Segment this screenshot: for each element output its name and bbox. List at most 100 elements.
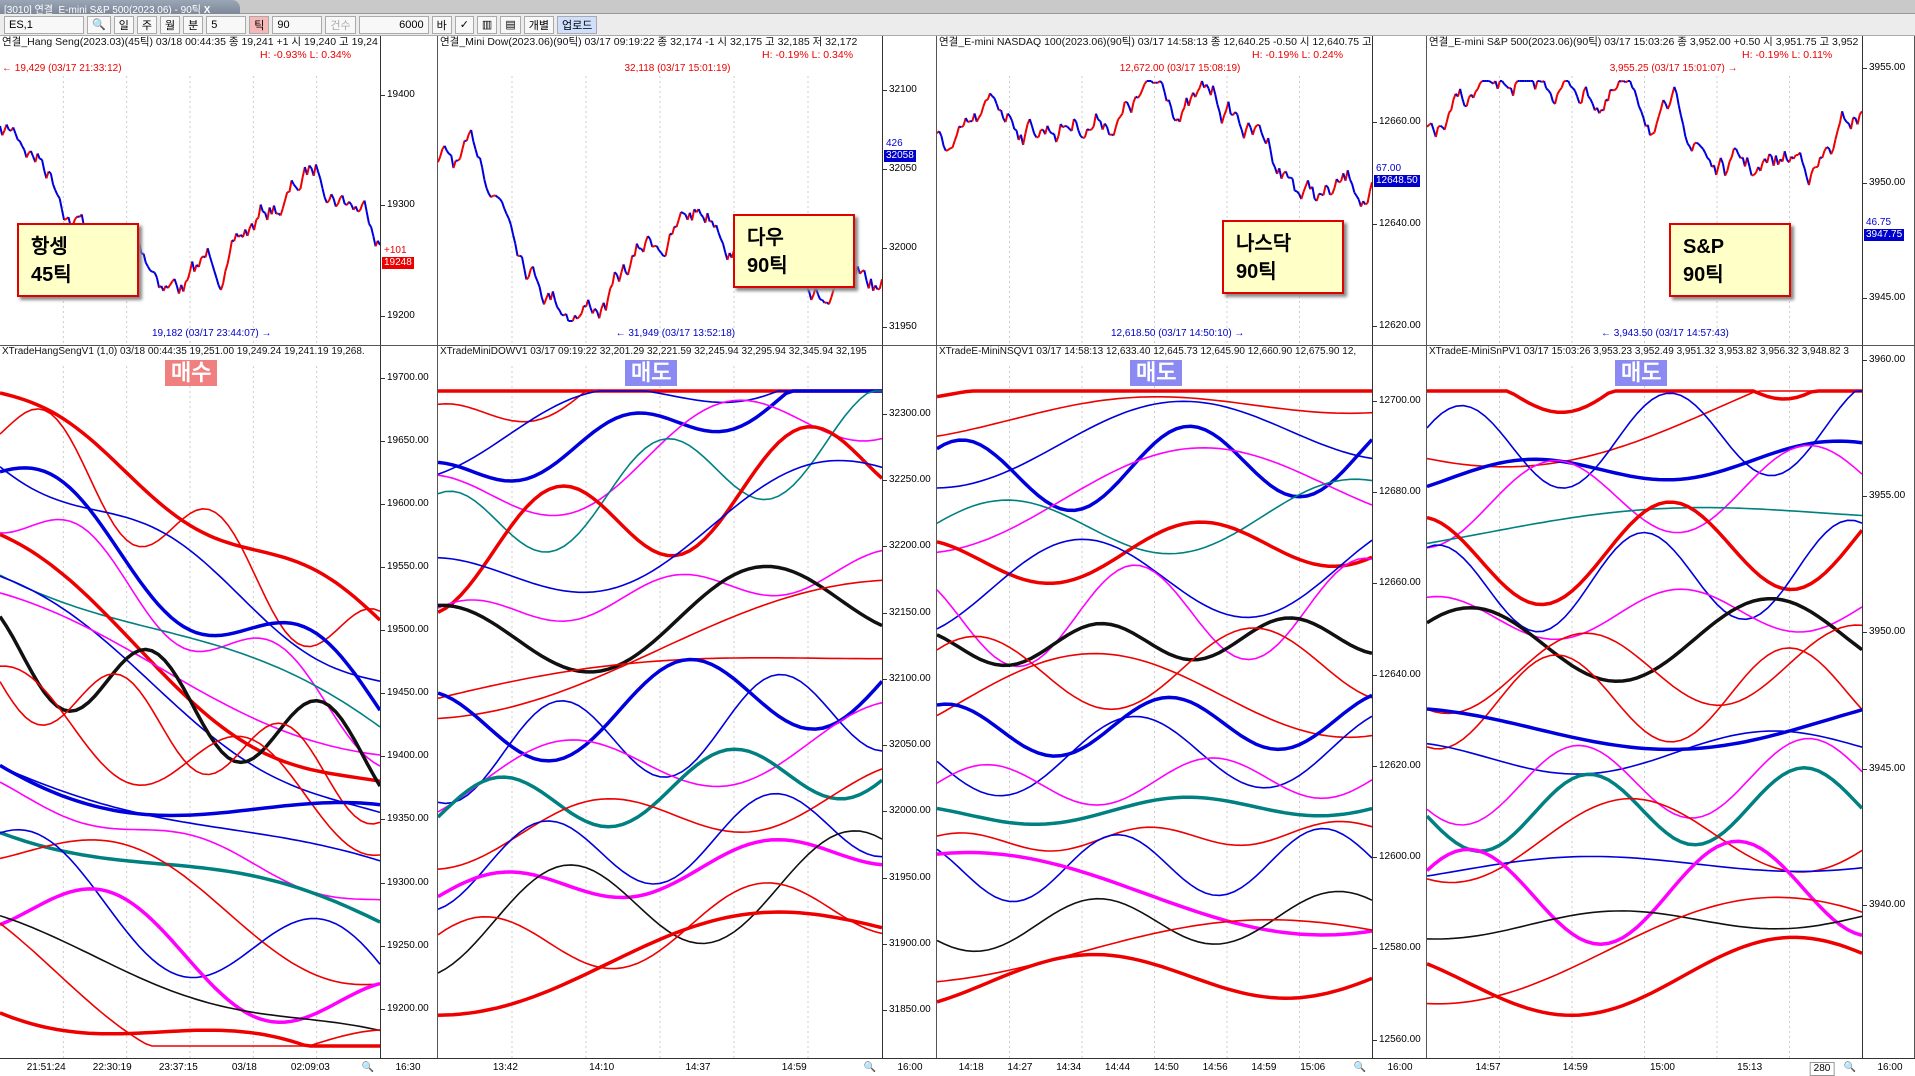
price-segment — [1559, 88, 1561, 91]
tick-select[interactable]: 90 — [272, 16, 322, 34]
bar-chart-icon[interactable]: ▥ — [477, 16, 497, 34]
price-segment — [285, 192, 287, 200]
price-segment — [557, 307, 559, 310]
indicator-header: XTradeHangSengV1 (1,0) 03/18 00:44:35 19… — [2, 346, 365, 358]
price-segment — [1677, 93, 1679, 105]
indicator-chart-panel[interactable]: XTradeHangSengV1 (1,0) 03/18 00:44:35 19… — [0, 346, 438, 1058]
price-chart-panel[interactable]: 연결_E-mini NASDAQ 100(2023.06)(90틱) 03/17… — [937, 36, 1427, 346]
price-segment — [473, 141, 475, 149]
indicator-chart-panel[interactable]: XTradeE-MiniNSQV1 03/17 14:58:13 12,633.… — [937, 346, 1427, 1058]
minute-select[interactable]: 5 — [206, 16, 246, 34]
chart-header: 연결_E-mini NASDAQ 100(2023.06)(90틱) 03/17… — [939, 36, 1372, 48]
individual-button[interactable]: 개별 — [524, 16, 554, 34]
axis-end-label: 16:30 — [395, 1062, 420, 1074]
price-segment — [1696, 143, 1698, 144]
price-segment — [1805, 168, 1807, 177]
price-segment — [1431, 123, 1433, 130]
price-segment — [1255, 125, 1257, 128]
price-segment — [1683, 125, 1685, 137]
indicator-tick: 19700.00 — [387, 372, 429, 384]
price-segment — [491, 196, 493, 197]
indicator-tick: 32250.00 — [889, 474, 931, 486]
price-segment — [1736, 149, 1738, 154]
count-select[interactable]: 건수 — [325, 16, 355, 34]
price-segment — [1440, 126, 1442, 127]
price-segment — [1145, 81, 1147, 84]
count-input[interactable]: 6000 — [359, 16, 429, 34]
price-segment — [1171, 107, 1173, 117]
window-tab[interactable]: [3010] 연결_E-mini S&P 500(2023.06) - 90틱 … — [0, 0, 240, 14]
price-segment — [515, 244, 517, 256]
month-button[interactable]: 월 — [160, 16, 180, 34]
upload-button[interactable]: 업로드 — [557, 16, 597, 34]
price-segment — [18, 140, 20, 142]
price-segment — [320, 179, 322, 189]
price-segment — [1573, 88, 1575, 91]
price-segment — [453, 161, 455, 168]
symbol-select[interactable]: ES,1 — [4, 16, 84, 34]
price-segment — [15, 133, 17, 139]
price-segment — [1844, 119, 1846, 122]
price-segment — [1681, 116, 1683, 125]
indicator-chart-panel[interactable]: XTradeE-MiniSnPV1 03/17 15:03:26 3,953.2… — [1427, 346, 1915, 1058]
tick-button[interactable]: 틱 — [249, 16, 269, 34]
title-bar: [3010] 연결_E-mini S&P 500(2023.06) - 90틱 … — [0, 0, 1915, 14]
candle-icon[interactable]: ▤ — [500, 16, 520, 34]
price-chart-panel[interactable]: 연결_E-mini S&P 500(2023.06)(90틱) 03/17 15… — [1427, 36, 1915, 346]
price-segment — [659, 250, 661, 253]
time-tick: 14:59 — [782, 1062, 807, 1074]
bar-count-input[interactable]: 280 — [1810, 1062, 1835, 1076]
high-low-pct: H: -0.19% L: 0.24% — [1252, 49, 1343, 61]
price-segment — [1767, 154, 1769, 163]
price-segment — [1116, 120, 1118, 127]
price-segment — [986, 100, 988, 101]
search-icon[interactable]: 🔍 — [87, 16, 111, 34]
price-segment — [595, 309, 597, 312]
price-segment — [537, 281, 539, 287]
price-tick: 12660.00 — [1379, 116, 1421, 128]
week-button[interactable]: 주 — [137, 16, 157, 34]
price-segment — [1506, 86, 1508, 88]
price-segment — [1833, 139, 1835, 149]
indicator-header: XTradeE-MiniNSQV1 03/17 14:58:13 12,633.… — [939, 346, 1356, 358]
zoom-icon[interactable]: 🔍 — [1844, 1062, 1856, 1074]
price-segment — [1513, 84, 1515, 96]
price-segment — [369, 223, 371, 227]
price-chart-panel[interactable]: 연결_Mini Dow(2023.06)(90틱) 03/17 09:19:22… — [438, 36, 937, 346]
price-segment — [566, 314, 568, 321]
price-segment — [188, 271, 190, 279]
price-tick: 3950.00 — [1869, 177, 1905, 189]
price-segment — [635, 244, 637, 257]
price-segment — [831, 290, 833, 298]
minute-button[interactable]: 분 — [183, 16, 203, 34]
chart-type-icon[interactable]: ✓ — [455, 16, 474, 34]
price-segment — [941, 136, 943, 146]
price-segment — [371, 227, 373, 236]
price-chart-panel[interactable]: 연결_Hang Seng(2023.03)(45틱) 03/18 00:44:3… — [0, 36, 438, 346]
indicator-tick: 32000.00 — [889, 805, 931, 817]
price-segment — [1332, 188, 1334, 194]
indicator-chart-panel[interactable]: XTradeMiniDOWV1 03/17 09:19:22 32,201.29… — [438, 346, 937, 1058]
price-segment — [495, 195, 497, 197]
price-segment — [1535, 81, 1537, 89]
close-icon[interactable]: X — [204, 5, 211, 14]
price-segment — [323, 189, 325, 198]
indicator-tick: 19350.00 — [387, 813, 429, 825]
time-tick: 15:13 — [1737, 1062, 1762, 1074]
price-segment — [610, 284, 612, 288]
price-segment — [1489, 81, 1491, 82]
indicator-tick: 31900.00 — [889, 938, 931, 950]
zoom-icon[interactable]: 🔍 — [864, 1062, 876, 1074]
price-segment — [1818, 157, 1820, 166]
price-segment — [1140, 90, 1142, 95]
price-segment — [365, 201, 367, 212]
price-segment — [228, 253, 230, 264]
day-button[interactable]: 일 — [114, 16, 134, 34]
price-segment — [524, 268, 526, 280]
zoom-icon[interactable]: 🔍 — [1354, 1062, 1366, 1074]
time-tick: 15:06 — [1300, 1062, 1325, 1074]
zoom-icon[interactable]: 🔍 — [362, 1062, 374, 1074]
price-segment — [1785, 151, 1787, 160]
price-segment — [1001, 110, 1003, 118]
